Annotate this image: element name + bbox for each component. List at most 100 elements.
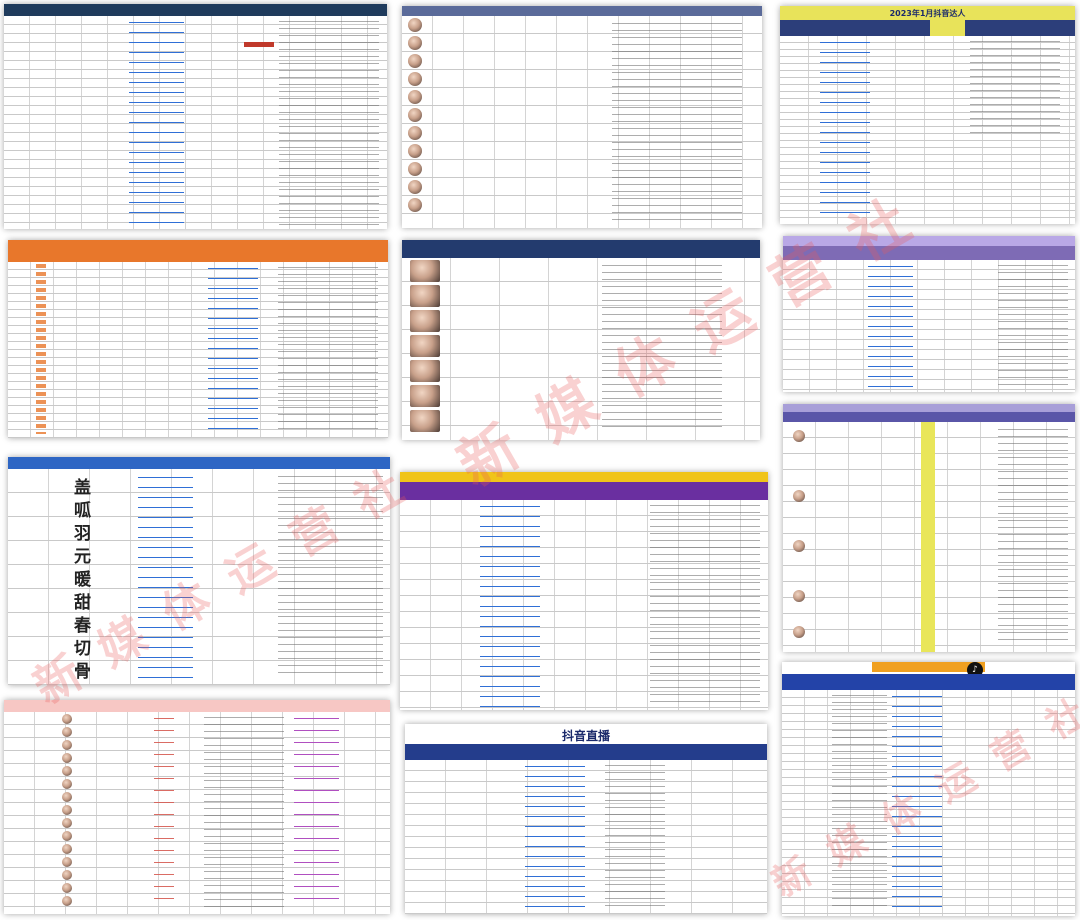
spreadsheet-8 [783, 404, 1075, 652]
calligraphy-label: 骨 [74, 662, 91, 682]
avatar [410, 410, 440, 432]
spreadsheet-10 [4, 700, 390, 914]
link-column [820, 38, 870, 218]
spreadsheet-5 [402, 240, 760, 440]
text-column [832, 692, 887, 912]
avatar [410, 285, 440, 307]
text-column [650, 502, 760, 707]
avatar [408, 144, 422, 158]
link-column [480, 502, 540, 707]
table-banner [780, 6, 1075, 20]
calligraphy-label: 春 [74, 616, 91, 636]
text-column [204, 714, 284, 910]
calligraphy-label: 元 [74, 547, 91, 567]
table-banner [400, 472, 768, 482]
avatar-column [408, 18, 422, 226]
avatar [410, 385, 440, 407]
table-header [400, 482, 768, 500]
text-column [605, 762, 665, 912]
avatar [793, 626, 805, 638]
table-header [782, 674, 1075, 690]
link-column [892, 692, 942, 912]
link-column [129, 18, 184, 226]
table-banner [783, 236, 1075, 246]
avatar [410, 260, 440, 282]
table-header [780, 20, 1075, 36]
sheet-title: 抖音直播 [561, 729, 610, 743]
text-column [279, 18, 379, 226]
highlight-column [921, 422, 935, 652]
table-header [8, 240, 388, 262]
avatar [410, 335, 440, 357]
avatar [410, 310, 440, 332]
avatar [62, 740, 72, 750]
avatar [408, 18, 422, 32]
avatar [62, 805, 72, 815]
calligraphy-label: 呱 [74, 501, 91, 521]
table-header [783, 412, 1075, 422]
avatar [62, 792, 72, 802]
avatar [62, 779, 72, 789]
avatar [408, 108, 422, 122]
avatar [793, 490, 805, 502]
avatar [62, 753, 72, 763]
avatar [62, 870, 72, 880]
spreadsheet-11: 抖音直播 [405, 724, 767, 914]
avatar [62, 727, 72, 737]
avatar [62, 857, 72, 867]
avatar [793, 430, 805, 442]
avatar [62, 831, 72, 841]
link-column [208, 264, 258, 434]
table-header [783, 246, 1075, 260]
avatar [408, 36, 422, 50]
table-header [405, 744, 767, 760]
avatar [408, 162, 422, 176]
calligraphy-label: 盖 [74, 478, 91, 498]
avatar [410, 360, 440, 382]
spreadsheet-1 [4, 4, 387, 229]
avatar-column [62, 714, 72, 912]
avatar [793, 590, 805, 602]
avatar [408, 54, 422, 68]
avatar [62, 714, 72, 724]
table-banner [783, 404, 1075, 412]
avatar [62, 766, 72, 776]
link-column [294, 714, 339, 910]
avatar [408, 180, 422, 194]
link-column [525, 762, 585, 912]
table-header [4, 700, 390, 712]
calligraphy-label: 暖 [74, 570, 91, 590]
spreadsheet-4 [8, 240, 388, 438]
spreadsheet-6 [783, 236, 1075, 392]
text-column [612, 20, 742, 220]
table-body [405, 760, 767, 914]
spreadsheet-3: 2023年1月抖音达人 [780, 6, 1075, 224]
table-header [402, 240, 760, 258]
calligraphy-label: 甜 [74, 593, 91, 613]
spreadsheet-12: ♪ [782, 662, 1075, 916]
sheet-title: 2023年1月抖音达人 [889, 9, 966, 18]
text-column [278, 264, 378, 434]
text-column [602, 262, 722, 432]
text-column [278, 473, 383, 678]
table-banner [872, 662, 985, 672]
highlight-cell [244, 42, 274, 47]
avatar [62, 844, 72, 854]
highlight-strip [930, 20, 965, 36]
value-column [154, 714, 174, 910]
photo-column [410, 260, 440, 438]
table-header [4, 4, 387, 16]
spreadsheet-7: 盖 呱 羽 元 暖 甜 春 切 骨 [8, 457, 390, 685]
text-column [998, 262, 1068, 388]
text-column [970, 38, 1060, 138]
avatar [408, 90, 422, 104]
avatar-column [793, 426, 805, 646]
spreadsheet-2 [402, 6, 762, 228]
avatar [62, 883, 72, 893]
avatar [62, 896, 72, 906]
avatar [62, 818, 72, 828]
table-header [8, 457, 390, 469]
avatar [408, 198, 422, 212]
table-header [402, 6, 762, 16]
link-column [138, 473, 193, 678]
